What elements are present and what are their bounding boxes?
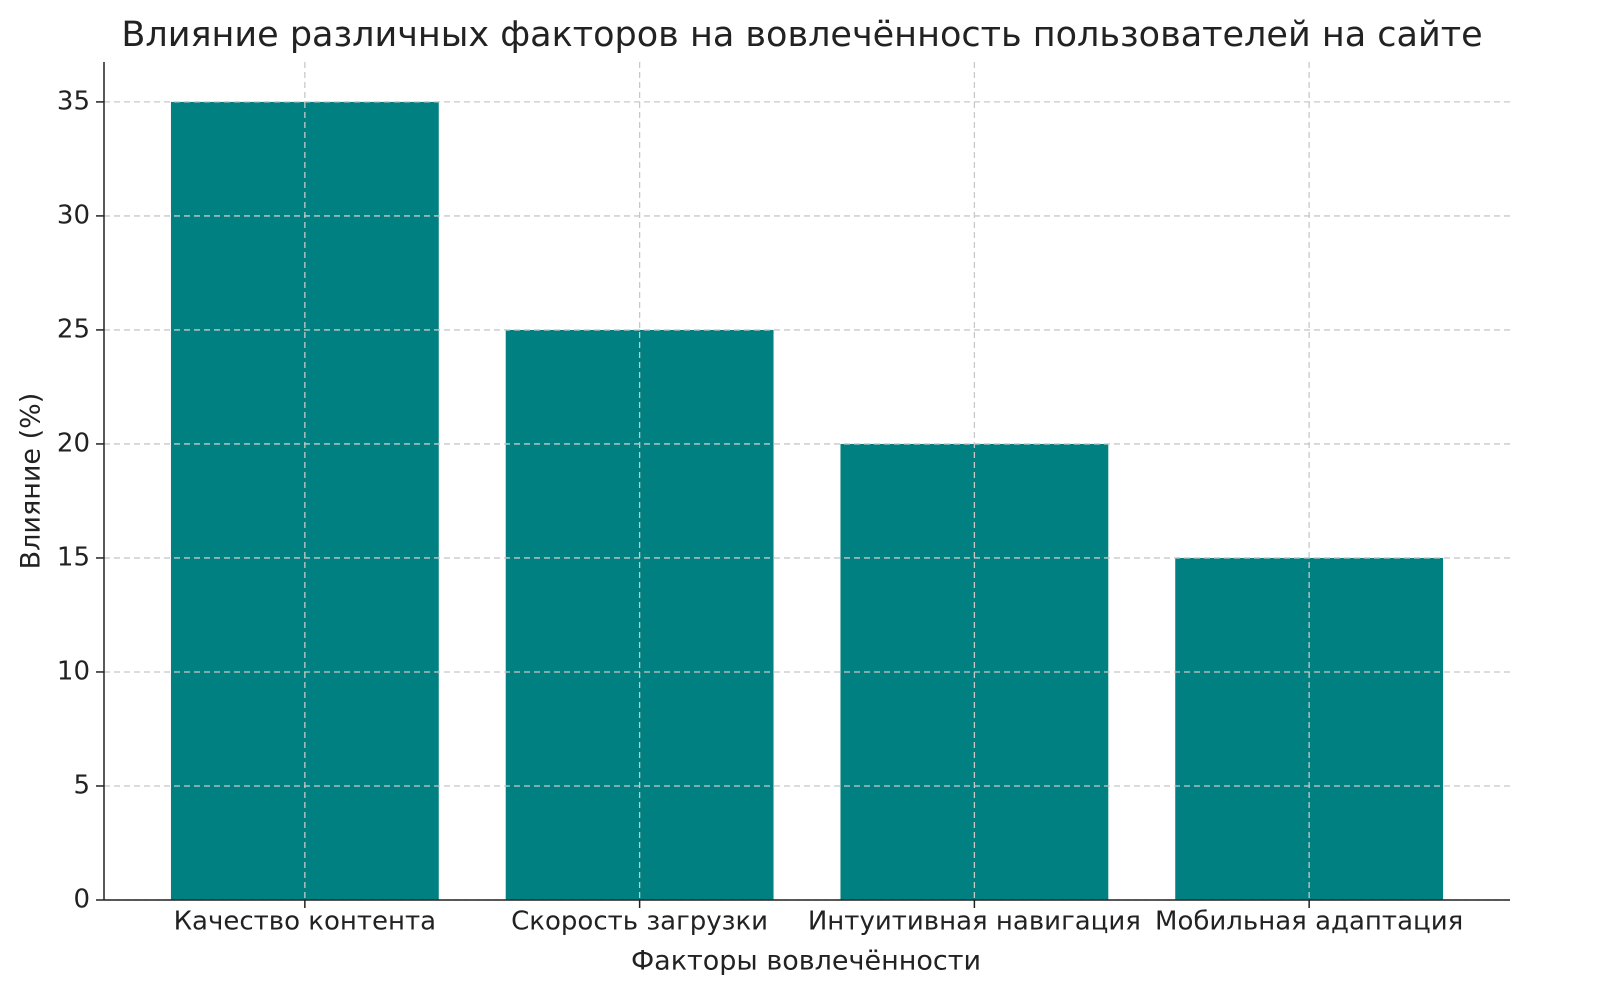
x-tick-label: Качество контента: [174, 907, 437, 937]
y-tick-label: 35: [57, 86, 90, 116]
y-tick-label: 15: [57, 542, 90, 572]
y-tick-label: 30: [57, 200, 90, 230]
x-tick-label: Скорость загрузки: [511, 907, 768, 937]
x-axis-label: Факторы вовлечённости: [631, 946, 981, 977]
chart-title: Влияние различных факторов на вовлечённо…: [121, 15, 1482, 55]
y-tick-label: 0: [73, 885, 90, 915]
y-tick-label: 20: [57, 428, 90, 458]
y-axis-label: Влияние (%): [16, 393, 47, 570]
bar: [170, 101, 439, 900]
x-tick-label: Мобильная адаптация: [1155, 907, 1463, 937]
y-tick-label: 10: [57, 656, 90, 686]
y-tick-label: 25: [57, 314, 90, 344]
y-tick-label: 5: [73, 770, 90, 800]
bar: [1175, 557, 1444, 900]
x-tick-label: Интуитивная навигация: [808, 907, 1141, 937]
